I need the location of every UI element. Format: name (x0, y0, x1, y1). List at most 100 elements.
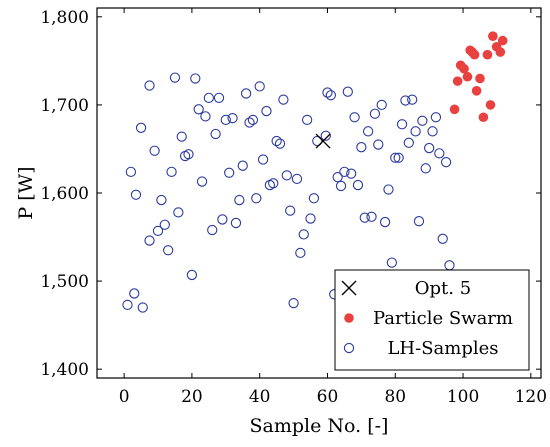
data-point (149, 145, 160, 156)
data-point (122, 299, 133, 311)
data-point (417, 115, 428, 126)
data-point (183, 149, 194, 160)
data-point (144, 80, 155, 91)
data-point (268, 178, 279, 189)
data-point (495, 47, 506, 57)
data-point (210, 128, 221, 140)
data-point (430, 112, 442, 123)
data-point (356, 142, 367, 153)
data-point (410, 126, 421, 137)
x-tick-label: 60 (317, 387, 339, 407)
data-point (213, 92, 225, 104)
x-tick-label: 100 (447, 387, 479, 407)
series-opt-5 (315, 133, 331, 149)
data-point (144, 235, 155, 246)
data-point (278, 94, 289, 105)
x-tick-label: 20 (181, 387, 203, 407)
data-point (220, 114, 231, 126)
x-tick-label: 120 (515, 387, 547, 407)
x-tick-label: 80 (384, 387, 406, 407)
data-point (291, 173, 303, 185)
data-point (393, 152, 404, 163)
x-tick-label: 0 (119, 387, 130, 407)
data-point (369, 108, 381, 119)
data-point (176, 131, 187, 142)
data-point (437, 233, 448, 244)
data-point (497, 35, 508, 46)
data-point (130, 189, 142, 200)
data-point (312, 135, 323, 147)
data-point (173, 207, 184, 218)
data-point (135, 122, 147, 133)
y-tick-label: 1,800 (40, 8, 89, 28)
data-point (478, 112, 489, 123)
data-point (152, 225, 164, 237)
data-point (325, 90, 337, 101)
legend-label-opt5: Opt. 5 (415, 278, 471, 299)
data-point (424, 142, 435, 154)
data-point (459, 63, 469, 74)
legend-marker-symbol (343, 342, 355, 354)
data-point (469, 49, 480, 60)
data-point (169, 72, 181, 83)
data-point (227, 112, 238, 124)
plot-layer (122, 31, 508, 313)
legend-marker-symbol (341, 280, 357, 296)
data-point (373, 139, 384, 150)
x-axis-title: Sample No. [-] (250, 415, 389, 437)
data-point (366, 211, 377, 222)
data-point (322, 87, 333, 98)
data-point (203, 92, 214, 104)
y-tick-label: 1,500 (40, 272, 89, 292)
data-point (346, 168, 357, 179)
legend-marker-symbol (344, 313, 354, 323)
data-point (288, 297, 299, 309)
data-point (485, 100, 496, 110)
data-point (475, 73, 485, 84)
data-point (444, 260, 455, 271)
data-point (308, 193, 320, 204)
data-point (217, 214, 228, 225)
data-point (163, 245, 174, 256)
legend-box (334, 269, 530, 371)
data-point (305, 213, 316, 224)
legend-label-particle-swarm: Particle Swarm (373, 308, 513, 329)
data-point (403, 137, 414, 148)
y-tick-label: 1,600 (40, 184, 89, 204)
data-point (285, 205, 296, 216)
data-point (342, 86, 353, 97)
data-point (449, 104, 460, 115)
data-point (359, 212, 370, 223)
data-point (390, 152, 401, 163)
legend-label-lh-samples: LH-Samples (387, 338, 498, 359)
data-point (471, 86, 482, 96)
data-point (186, 269, 198, 281)
data-point (349, 112, 360, 123)
x-tick-label: 40 (249, 387, 271, 407)
data-point (332, 171, 343, 183)
data-point (420, 163, 431, 174)
data-point (315, 133, 331, 149)
data-point (247, 114, 259, 126)
data-point (427, 126, 438, 137)
data-point (462, 71, 473, 82)
data-point (320, 130, 331, 141)
data-point (156, 194, 167, 206)
legend: Opt. 5 Particle Swarm LH-Samples (334, 269, 530, 371)
data-point (413, 216, 425, 227)
data-point (339, 166, 350, 178)
data-point (274, 138, 286, 149)
data-point (352, 179, 364, 191)
data-point (230, 217, 242, 229)
y-axis-title: P [W] (15, 166, 37, 219)
data-point (193, 104, 204, 115)
data-point (386, 257, 398, 268)
data-point (244, 117, 255, 128)
data-point (281, 170, 292, 181)
tick-layer: 0 20 40 60 80 100 120 1,400 1,500 1,600 1,700 1,800 (40, 8, 547, 407)
data-point (254, 81, 265, 92)
legend-marker-particle-swarm (344, 313, 354, 323)
data-point (234, 194, 245, 206)
data-point (224, 167, 235, 178)
y-tick-label: 1,400 (40, 360, 89, 380)
